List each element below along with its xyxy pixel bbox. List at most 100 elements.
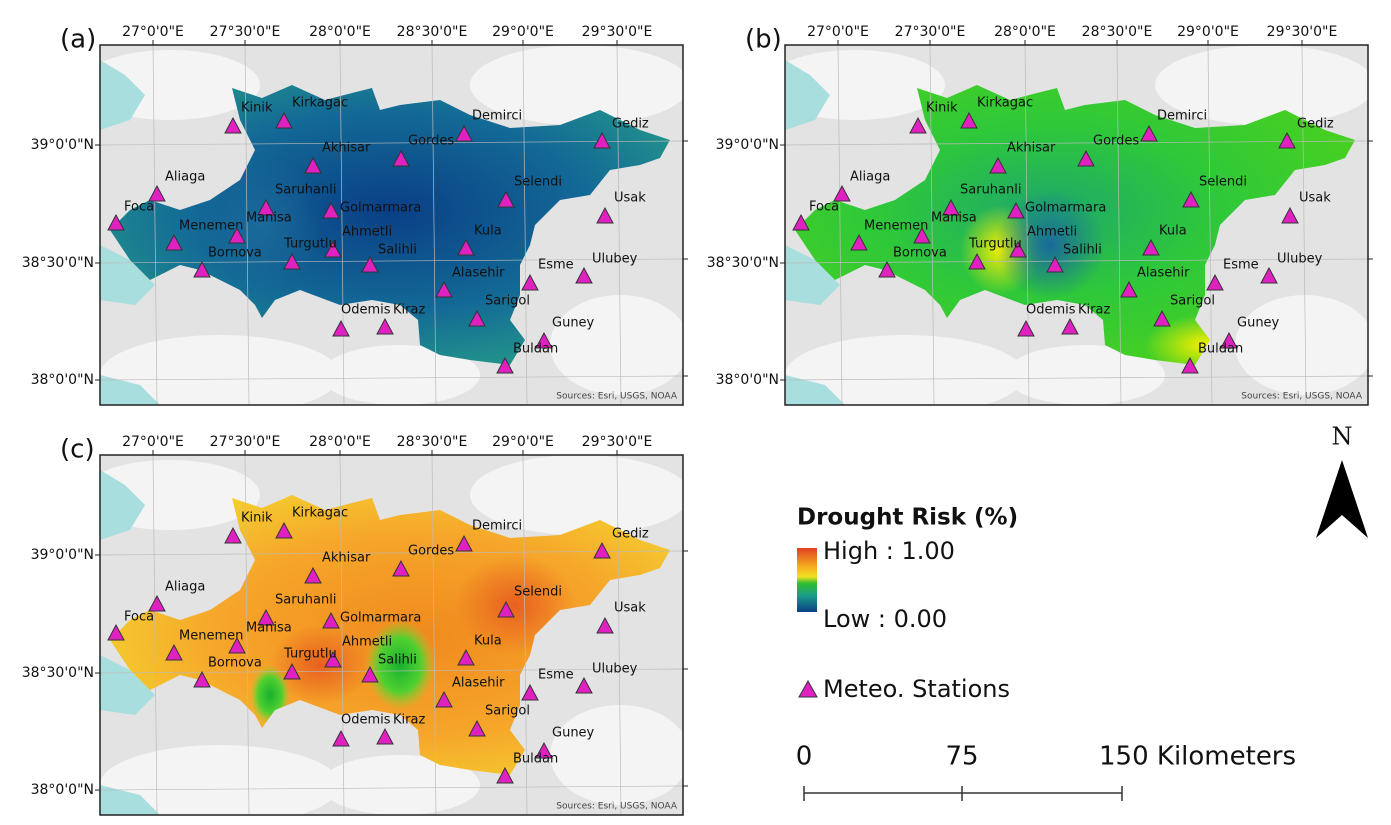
graticule (522, 45, 528, 405)
map-body: Sources: Esri, USGS, NOAA (100, 455, 683, 815)
lon-label: 27°0'0"E (122, 434, 184, 450)
station-label: Ulubey (592, 662, 638, 677)
station-label: Manisa (246, 211, 292, 226)
station (878, 260, 896, 278)
station (1007, 201, 1025, 219)
station-label: Bornova (208, 656, 262, 671)
lat-label: 38°30'0"N (22, 255, 94, 271)
station (275, 521, 293, 539)
graticule (339, 455, 345, 815)
terrain-relief (100, 335, 340, 405)
station (1206, 273, 1224, 291)
terrain-relief (100, 745, 340, 815)
map-frame (99, 454, 684, 816)
station (257, 198, 275, 216)
lon-label: 29°0'0"E (492, 434, 554, 450)
graticule (152, 45, 158, 405)
scale-label: 0 (796, 742, 813, 772)
lat-label: 39°0'0"N (31, 547, 94, 563)
station (913, 226, 931, 244)
station-label: Bornova (893, 246, 947, 261)
station (521, 683, 539, 701)
surface-spot (365, 620, 435, 710)
lon-label: 29°30'0"E (1267, 24, 1338, 40)
map-frame (784, 44, 1369, 406)
station-label: Kiraz (393, 303, 425, 318)
station (909, 116, 927, 134)
station (283, 252, 301, 270)
map-frame (99, 44, 684, 406)
station-label: Kinik (241, 511, 273, 526)
station (361, 255, 379, 273)
credit: Sources: Esri, USGS, NOAA (556, 392, 678, 402)
credit: Sources: Esri, USGS, NOAA (556, 802, 678, 812)
graticule (837, 45, 843, 405)
station-label: Akhisar (322, 141, 371, 156)
station (107, 623, 125, 641)
sea (100, 470, 160, 815)
station-label: Golmarmara (1025, 201, 1106, 216)
graticule (929, 45, 935, 405)
station (575, 266, 593, 284)
panel-label: (b) (745, 25, 782, 55)
lat-label: 38°30'0"N (707, 255, 779, 271)
station-label: Guney (552, 726, 595, 741)
station (332, 729, 350, 747)
station (228, 226, 246, 244)
terrain-relief (550, 705, 683, 805)
station-label: Kinik (926, 101, 958, 116)
station-label: Gediz (612, 117, 649, 132)
station-label: Saruhanli (960, 183, 1021, 198)
station-label: Buldan (513, 752, 558, 767)
station (435, 690, 453, 708)
graticule (100, 785, 683, 791)
station (1120, 280, 1138, 298)
station-label: Foca (124, 610, 154, 625)
station (1260, 266, 1278, 284)
station-label: Demirci (472, 519, 522, 534)
map-panel: (b) Sources: Esri, USGS, NOAA Kinik Kirkaga… (707, 24, 1373, 406)
station-label: Kula (474, 634, 502, 649)
lon-label: 28°0'0"E (994, 24, 1056, 40)
station-label: Gediz (1297, 117, 1334, 132)
station (361, 665, 379, 683)
surface-spot (270, 625, 370, 705)
terrain-relief (320, 345, 480, 405)
station-label: Usak (614, 191, 646, 206)
station-label: Aliaga (850, 170, 890, 185)
station-label: Kiraz (393, 713, 425, 728)
station-label: Demirci (472, 109, 522, 124)
station-label: Buldan (1198, 342, 1243, 357)
station (148, 594, 166, 612)
station (322, 611, 340, 629)
station-label: Guney (1237, 316, 1280, 331)
graticule (100, 550, 683, 556)
lon-label: 29°30'0"E (582, 24, 653, 40)
station-label: Alasehir (1137, 266, 1190, 281)
station-label: Selendi (514, 175, 562, 190)
station-label: Salihli (1063, 243, 1102, 258)
station (1009, 240, 1027, 258)
station-label: Ahmetli (342, 225, 392, 240)
graticule (100, 140, 683, 146)
graticule (339, 45, 345, 405)
map-body: Sources: Esri, USGS, NOAA (785, 45, 1368, 405)
station (283, 662, 301, 680)
station (1182, 190, 1200, 208)
credit: Sources: Esri, USGS, NOAA (1241, 392, 1363, 402)
lon-label: 27°30'0"E (210, 24, 281, 40)
lat-label: 38°0'0"N (31, 782, 94, 798)
graticule (1116, 45, 1122, 405)
terrain-relief (785, 335, 1025, 405)
graticule (1207, 45, 1213, 405)
graticule (244, 455, 250, 815)
lon-label: 27°30'0"E (895, 24, 966, 40)
graticule (244, 45, 250, 405)
lon-label: 28°30'0"E (1082, 24, 1153, 40)
station-label: Saruhanli (275, 183, 336, 198)
station-label: Manisa (931, 211, 977, 226)
station-label: Gediz (612, 527, 649, 542)
station (1046, 255, 1064, 273)
station (497, 600, 515, 618)
